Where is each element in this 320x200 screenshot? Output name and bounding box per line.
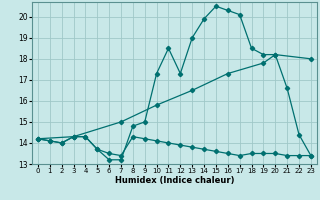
X-axis label: Humidex (Indice chaleur): Humidex (Indice chaleur) xyxy=(115,176,234,185)
